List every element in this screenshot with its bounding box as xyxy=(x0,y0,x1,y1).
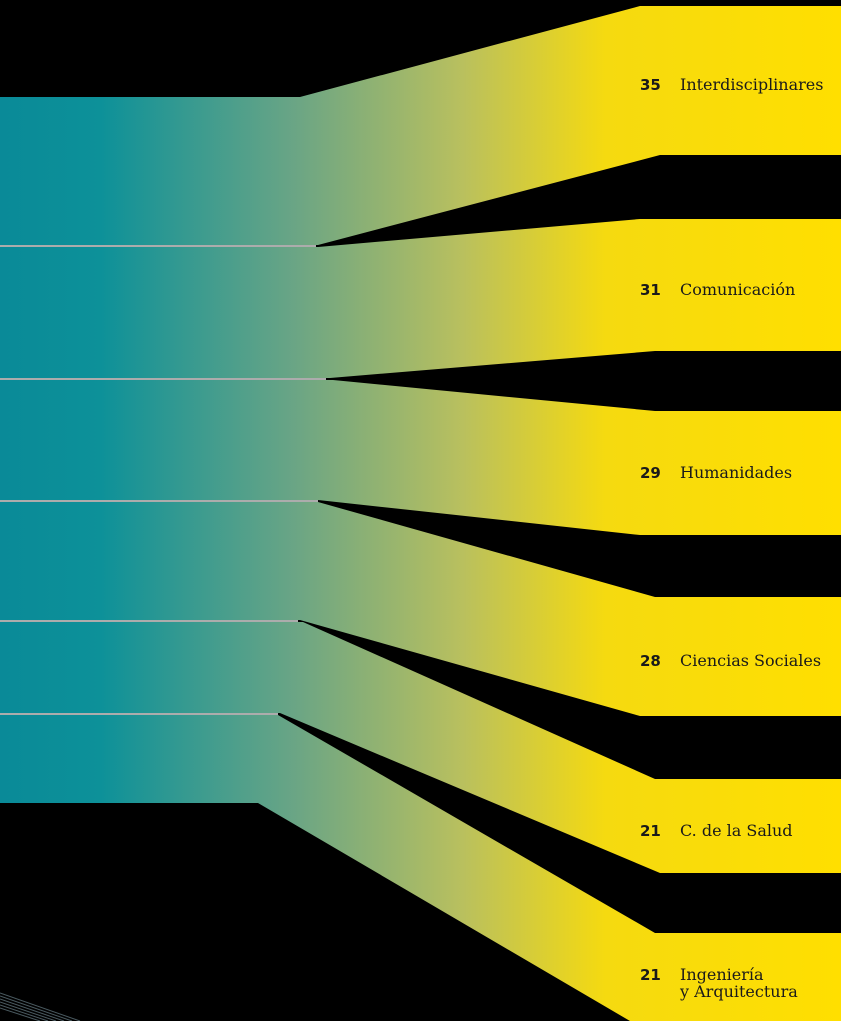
count: 28 xyxy=(640,652,661,670)
count: 29 xyxy=(640,464,661,482)
count: 35 xyxy=(640,76,661,94)
decorative-lines xyxy=(0,992,81,1021)
category-name: Interdisciplinares xyxy=(680,75,824,94)
flow-band-interdisciplinares xyxy=(0,6,841,245)
category-name: C. de la Salud xyxy=(680,821,793,840)
flow-band-ingenieria xyxy=(0,715,841,1021)
category-name: Ciencias Sociales xyxy=(680,651,822,670)
label-interdisciplinares: 35 Interdisciplinares xyxy=(640,76,823,93)
label-humanidades: 29 Humanidades xyxy=(640,464,792,481)
label-ingenieria: 21 Ingeniería y Arquitectura xyxy=(640,966,798,1000)
flow-band-comunicacion xyxy=(0,219,841,378)
label-comunicacion: 31 Comunicación xyxy=(640,281,795,298)
count: 31 xyxy=(640,281,661,299)
flow-band-salud xyxy=(0,622,841,873)
flow-band-ciencias-sociales xyxy=(0,502,841,716)
category-name-line-2: y Arquitectura xyxy=(680,982,798,1001)
category-name: Ingeniería y Arquitectura xyxy=(680,966,798,1000)
count: 21 xyxy=(640,966,661,984)
category-name: Comunicación xyxy=(680,280,796,299)
label-salud: 21 C. de la Salud xyxy=(640,822,793,839)
category-name-line-1: Ingeniería xyxy=(680,965,764,984)
label-ciencias-sociales: 28 Ciencias Sociales xyxy=(640,652,821,669)
flow-band-humanidades xyxy=(0,380,841,535)
category-name: Humanidades xyxy=(680,463,793,482)
count: 21 xyxy=(640,822,661,840)
